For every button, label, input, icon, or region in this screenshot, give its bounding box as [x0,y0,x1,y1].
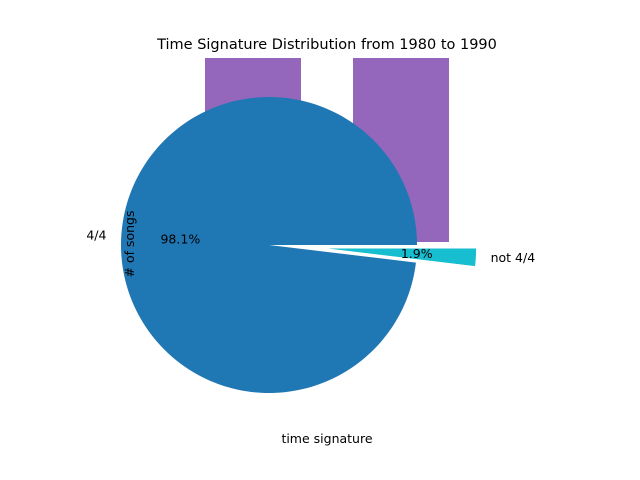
pie-series [121,97,477,394]
pie-slice-1 [121,97,417,394]
chart-title: Time Signature Distribution from 1980 to… [156,37,497,53]
pie-pct-2: 1.9% [401,246,433,261]
pie-slice-2 [328,248,477,267]
pie-label-2: not 4/4 [491,250,536,265]
pie-pct-1: 98.1% [160,232,200,247]
pie-label-1: 4/4 [86,227,106,242]
x-axis-label: time signature [281,431,372,446]
pie-labels: 4/4 98.1% not 4/4 1.9% [86,227,535,265]
y-axis-label: # of songs [122,211,137,278]
